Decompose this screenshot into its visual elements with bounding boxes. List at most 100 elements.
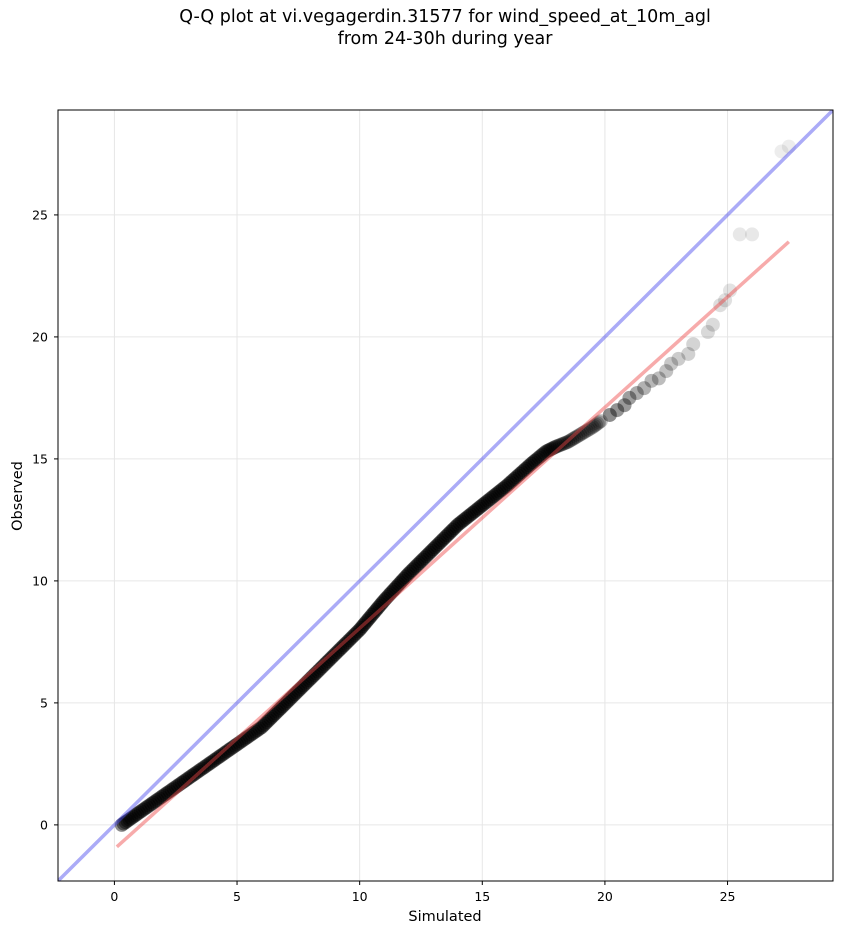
- y-tick-label: 10: [32, 573, 48, 588]
- quantile-point: [170, 778, 185, 793]
- quantile-point: [458, 511, 473, 526]
- quantile-point: [569, 429, 584, 444]
- quantile-point: [363, 609, 378, 624]
- quantile-point: [415, 552, 430, 567]
- quantile-point: [377, 593, 392, 608]
- fit-line: [115, 240, 791, 849]
- quantile-point: [482, 492, 497, 507]
- quantile-point: [395, 573, 410, 588]
- quantile-point: [440, 528, 455, 543]
- quantile-point: [322, 652, 337, 667]
- quantile-point: [352, 622, 367, 637]
- quantile-point: [294, 680, 309, 695]
- quantile-point: [279, 695, 294, 710]
- quantile-point: [172, 777, 187, 792]
- quantile-point: [156, 788, 171, 803]
- x-tick-label: 15: [474, 889, 490, 904]
- quantile-point: [471, 501, 486, 516]
- x-tick-label: 25: [720, 889, 736, 904]
- quantile-point: [114, 817, 129, 832]
- quantile-point: [146, 795, 161, 810]
- quantile-point: [533, 449, 548, 464]
- quantile-point: [386, 582, 401, 597]
- quantile-point: [382, 588, 397, 603]
- quantile-point: [434, 533, 449, 548]
- scatter-points: [114, 139, 796, 832]
- quantile-point: [342, 633, 357, 648]
- y-axis-label: Observed: [10, 461, 26, 531]
- quantile-point: [307, 668, 322, 683]
- quantile-point: [460, 510, 475, 525]
- quantile-point: [561, 434, 576, 449]
- quantile-point: [524, 456, 539, 471]
- quantile-point: [261, 713, 276, 728]
- quantile-point: [331, 643, 346, 658]
- quantile-point: [284, 690, 299, 705]
- quantile-point: [705, 317, 720, 332]
- quantile-point: [528, 453, 543, 468]
- quantile-point: [258, 716, 273, 731]
- quantile-point: [427, 540, 442, 555]
- quantile-point: [447, 521, 462, 536]
- quantile-point: [577, 425, 592, 440]
- quantile-point: [333, 641, 348, 656]
- quantile-point: [540, 443, 555, 458]
- quantile-point: [219, 744, 234, 759]
- quantile-point: [422, 545, 437, 560]
- quantile-point: [308, 666, 323, 681]
- quantile-point: [452, 516, 467, 531]
- quantile-point: [360, 613, 375, 628]
- quantile-point: [429, 538, 444, 553]
- quantile-point: [419, 549, 434, 564]
- quantile-point: [364, 608, 379, 623]
- quantile-point: [467, 504, 482, 519]
- quantile-point: [592, 415, 607, 430]
- quantile-point: [314, 661, 329, 676]
- quantile-point: [479, 495, 494, 510]
- quantile-point: [718, 293, 733, 308]
- chart-title-line-1: Q-Q plot at vi.vegagerdin.31577 for wind…: [179, 7, 711, 27]
- quantile-point: [486, 489, 501, 504]
- quantile-point: [622, 390, 637, 405]
- quantile-point: [286, 688, 301, 703]
- quantile-point: [567, 431, 582, 446]
- quantile-point: [328, 647, 343, 662]
- quantile-point: [681, 346, 696, 361]
- quantile-point: [398, 570, 413, 585]
- quantile-point: [252, 721, 267, 736]
- quantile-point: [166, 781, 181, 796]
- quantile-point: [340, 634, 355, 649]
- quantile-point: [587, 418, 602, 433]
- quantile-point: [289, 685, 304, 700]
- quantile-point: [539, 444, 554, 459]
- quantile-point: [266, 708, 281, 723]
- x-tick-label: 5: [233, 889, 241, 904]
- quantile-point: [713, 298, 728, 313]
- grid-lines: [58, 110, 833, 881]
- quantile-point: [164, 782, 179, 797]
- quantile-point: [298, 676, 313, 691]
- quantile-point: [236, 733, 251, 748]
- quantile-point: [529, 452, 544, 467]
- quantile-point: [509, 470, 524, 485]
- quantile-point: [514, 465, 529, 480]
- quantile-point: [203, 755, 218, 770]
- quantile-point: [396, 571, 411, 586]
- quantile-point: [520, 460, 535, 475]
- quantile-point: [644, 373, 659, 388]
- quantile-point: [242, 728, 257, 743]
- quantile-point: [433, 535, 448, 550]
- quantile-point: [162, 784, 177, 799]
- quantile-point: [371, 600, 386, 615]
- quantile-point: [559, 435, 574, 450]
- quantile-point: [240, 730, 255, 745]
- quantile-point: [287, 687, 302, 702]
- quantile-point: [338, 636, 353, 651]
- quantile-point: [122, 812, 137, 827]
- quantile-point: [480, 493, 495, 508]
- quantile-point: [178, 772, 193, 787]
- quantile-point: [310, 664, 325, 679]
- quantile-point: [223, 741, 238, 756]
- quantile-point: [372, 598, 387, 613]
- quantile-point: [571, 428, 586, 443]
